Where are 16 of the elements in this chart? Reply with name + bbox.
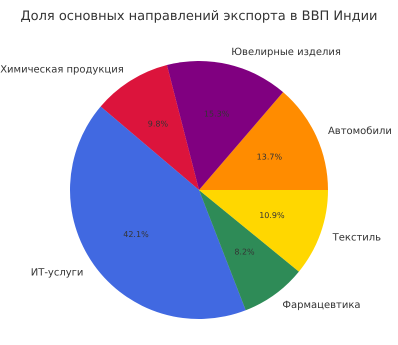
data-label: 15.3% bbox=[204, 110, 230, 119]
chart-title: Доля основных направлений экспорта в ВВП Индии bbox=[20, 9, 378, 24]
slice-label: ИТ-услуги bbox=[30, 267, 84, 278]
data-label: 13.7% bbox=[256, 152, 282, 162]
data-label: 10.9% bbox=[259, 210, 286, 220]
data-label: 8.2% bbox=[234, 248, 256, 257]
slice-label: Химическая продукция bbox=[0, 64, 124, 76]
data-label: 9.8% bbox=[148, 119, 168, 128]
slice-label: Автомобили bbox=[328, 126, 392, 137]
pie-slice bbox=[166, 61, 284, 190]
slice-label: Текстиль bbox=[332, 232, 382, 244]
pie-slice bbox=[199, 92, 328, 190]
slice-label: Фармацевтика bbox=[282, 300, 361, 311]
data-label: 42.1% bbox=[123, 230, 150, 239]
slice-label: Ювелирные изделия bbox=[231, 46, 341, 58]
pie-slice bbox=[199, 190, 328, 272]
